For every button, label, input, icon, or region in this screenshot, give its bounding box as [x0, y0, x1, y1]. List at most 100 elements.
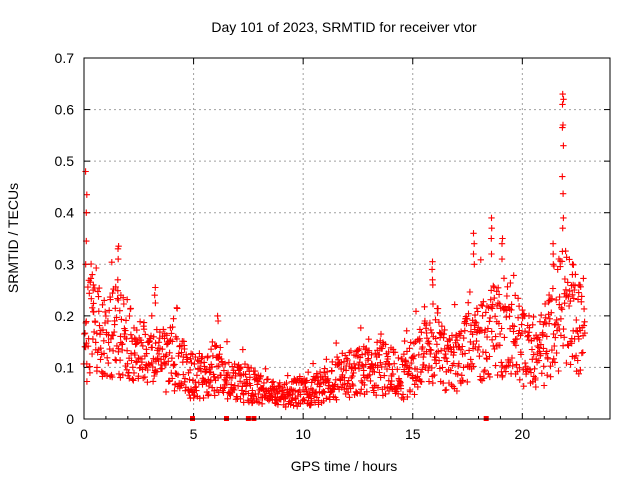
data-point — [574, 296, 582, 303]
data-point — [282, 403, 289, 411]
data-point — [412, 308, 420, 315]
data-point — [454, 371, 461, 378]
data-point — [382, 390, 389, 398]
data-point — [528, 346, 536, 353]
data-point — [471, 311, 479, 319]
data-point — [544, 372, 551, 379]
data-point — [400, 396, 407, 403]
data-point — [506, 313, 513, 320]
data-point — [89, 304, 96, 311]
data-point — [553, 296, 560, 304]
data-point — [94, 288, 101, 295]
data-point — [347, 347, 355, 355]
data-point — [560, 142, 567, 149]
data-point — [551, 359, 559, 366]
data-point — [508, 301, 515, 308]
data-point — [569, 271, 576, 278]
data-point — [309, 360, 317, 367]
data-point — [507, 279, 514, 287]
x-tick-label: 15 — [405, 426, 421, 442]
y-tick-label: 0.7 — [55, 50, 75, 66]
data-point — [87, 260, 95, 268]
data-point — [500, 275, 508, 282]
data-point — [487, 296, 494, 303]
data-point — [581, 329, 588, 337]
data-point — [371, 368, 378, 376]
data-point — [428, 329, 435, 336]
data-point — [543, 333, 550, 340]
data-point — [289, 391, 296, 398]
data-point — [168, 355, 176, 362]
data-point — [247, 382, 254, 389]
data-point — [362, 361, 369, 368]
data-point — [126, 375, 133, 382]
data-point — [498, 240, 506, 247]
data-point — [433, 341, 441, 348]
data-point — [149, 378, 157, 385]
data-point — [115, 255, 122, 263]
data-point — [543, 348, 550, 355]
data-point — [111, 317, 118, 325]
data-point — [516, 376, 523, 383]
data-point — [482, 326, 489, 334]
data-point — [559, 101, 566, 108]
data-point — [169, 375, 176, 382]
data-point — [195, 379, 202, 386]
data-point — [549, 285, 557, 292]
data-point — [548, 295, 556, 302]
data-point — [446, 337, 454, 344]
data-point — [255, 399, 263, 406]
data-point — [537, 341, 545, 348]
data-point — [521, 359, 529, 367]
data-point — [297, 391, 304, 398]
data-point — [124, 360, 131, 367]
data-point — [530, 313, 537, 321]
data-point — [467, 356, 474, 363]
data-point — [155, 339, 163, 346]
data-point — [488, 336, 496, 343]
data-point — [508, 354, 516, 362]
data-point — [348, 365, 355, 372]
data-point — [236, 364, 243, 372]
data-point — [437, 347, 445, 354]
data-point — [92, 319, 99, 326]
data-point — [357, 324, 364, 332]
data-point — [82, 168, 89, 175]
data-point — [90, 286, 97, 294]
data-point — [221, 360, 229, 367]
data-point — [575, 289, 582, 296]
data-point — [559, 190, 567, 197]
data-point — [329, 358, 336, 366]
data-point — [470, 230, 477, 237]
data-point — [171, 387, 178, 394]
data-point — [328, 367, 335, 374]
data-point — [556, 293, 563, 301]
data-point — [223, 338, 231, 345]
data-point — [145, 360, 152, 368]
data-point — [441, 326, 448, 334]
plot-frame — [83, 57, 611, 420]
data-point — [432, 354, 440, 361]
data-point — [90, 308, 97, 316]
data-point — [465, 299, 472, 306]
data-point — [469, 331, 476, 338]
data-point — [284, 372, 291, 379]
data-point — [187, 350, 195, 357]
data-point — [440, 379, 447, 387]
data-point — [423, 321, 430, 329]
data-point — [239, 383, 246, 390]
data-point — [311, 390, 319, 397]
data-point — [214, 317, 222, 325]
data-point — [491, 294, 498, 302]
data-point — [529, 321, 536, 328]
data-point — [151, 292, 158, 299]
data-point — [385, 360, 392, 367]
data-point — [138, 339, 145, 346]
data-point — [353, 389, 360, 396]
data-point — [217, 372, 225, 379]
data-point — [366, 371, 373, 378]
data-point — [540, 363, 547, 370]
y-tick-label: 0.4 — [55, 205, 75, 221]
data-point — [434, 305, 442, 312]
data-point — [572, 352, 580, 359]
